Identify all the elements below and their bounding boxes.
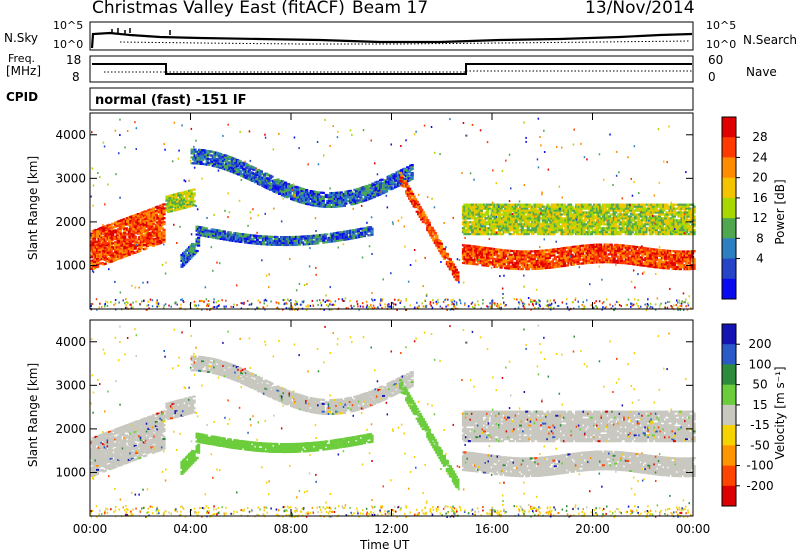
cpid-label: CPID	[6, 90, 39, 104]
freq-tick-bottom: 8	[72, 70, 80, 84]
colorbar-swatch-1-2	[722, 364, 736, 386]
y-tick-label-0-2: 3000	[55, 171, 86, 185]
colorbars: 28 24 20 16 12 8 4 200 100 50 15 -15 -50 -100 -200	[721, 116, 774, 507]
x-tick-label-1: 04:00	[173, 522, 208, 536]
velocity-panel	[89, 319, 696, 518]
velocity-scatter	[90, 324, 696, 518]
y-tick-label-0-3: 4000	[55, 128, 86, 142]
colorbar-swatch-1-1	[722, 344, 736, 365]
colorbar-swatch-1-6	[722, 445, 736, 466]
beam-label: Beam 17	[352, 0, 429, 18]
freq-trace	[92, 63, 692, 75]
power-scatter	[90, 117, 696, 311]
colorbar-tick-1-5: -50	[750, 438, 770, 452]
colorbar-tick-0-2: 20	[752, 171, 767, 185]
colorbar-swatch-1-7	[722, 465, 736, 487]
cpid-panel	[89, 87, 694, 111]
colorbar-tick-0-3: 16	[752, 191, 767, 205]
colorbar-tick-0-6: 4	[756, 252, 764, 266]
colorbar-swatch-0-4	[722, 197, 736, 219]
y-tick-label-0-1: 2000	[55, 215, 86, 229]
axes: 1000 2000 3000 4000 1000 2000 3000 4000 00:00 04:…	[55, 113, 710, 536]
nsky-tick-top: 10^5	[53, 19, 84, 32]
y-tick-label-1-3: 4000	[55, 335, 86, 349]
colorbar-tick-0-0: 28	[752, 130, 767, 144]
colorbar-tick-1-6: -100	[746, 459, 773, 473]
freq-label: Freq.	[8, 52, 36, 65]
colorbar-swatch-1-4	[722, 404, 736, 426]
nsearch-label: N.Search	[743, 33, 798, 47]
nsky-label: N.Sky	[4, 31, 39, 45]
colorbar-swatch-1-8	[722, 485, 736, 507]
nsearch-trace	[119, 40, 691, 45]
y-tick-label-1-0: 1000	[55, 465, 86, 479]
nave-tick-top: 60	[708, 53, 724, 67]
colorbar-swatch-0-3	[722, 177, 736, 199]
cpid-text: normal (fast) -151 IF	[95, 93, 247, 108]
colorbar-swatch-0-0	[722, 117, 736, 138]
power-panel	[89, 112, 696, 311]
colorbar-tick-0-1: 24	[752, 150, 767, 164]
x-tick-label-5: 20:00	[575, 522, 610, 536]
velocity-ylabel: Slant Range [km]	[26, 362, 40, 468]
colorbar-tick-0-4: 12	[752, 211, 767, 225]
colorbar-swatch-0-6	[722, 238, 736, 259]
colorbar-swatch-0-2	[722, 157, 736, 179]
colorbar-swatch-0-7	[722, 258, 736, 280]
y-tick-label-1-1: 2000	[55, 422, 86, 436]
nave-label: Nave	[746, 65, 777, 79]
colorbar-tick-1-7: -200	[746, 479, 773, 493]
nave-tick-bottom: 0	[708, 70, 716, 84]
colorbar-swatch-0-5	[722, 218, 736, 239]
nsky-spikes	[111, 28, 171, 35]
nave-trace	[104, 70, 692, 73]
colorbar-tick-0-5: 8	[756, 231, 764, 245]
nsky-panel	[89, 21, 694, 51]
freq-tick-top: 18	[66, 53, 82, 67]
x-tick-label-4: 16:00	[475, 522, 510, 536]
freq-panel	[89, 55, 694, 83]
x-tick-label-0: 00:00	[73, 522, 108, 536]
colorbar-tick-1-3: 15	[752, 398, 767, 412]
nsky-tick-bottom: 10^0	[53, 38, 84, 51]
colorbar-tick-1-0: 200	[749, 337, 772, 351]
velocity-xlabel: Time UT	[360, 538, 410, 552]
colorbar-swatch-0-1	[722, 137, 736, 158]
nsearch-tick-bottom: 10^0	[706, 38, 737, 51]
date-label: 13/Nov/2014	[585, 0, 695, 18]
colorbar-swatch-1-3	[722, 384, 736, 406]
colorbar-swatch-1-5	[722, 425, 736, 446]
colorbar-tick-1-4: -15	[750, 418, 770, 432]
nsearch-tick-top: 10^5	[706, 19, 737, 32]
y-tick-label-0-0: 1000	[55, 258, 86, 272]
x-tick-label-2: 08:00	[274, 522, 309, 536]
y-tick-label-1-2: 3000	[55, 378, 86, 392]
nsky-trace	[90, 31, 693, 49]
x-tick-label-6: 00:00	[676, 522, 711, 536]
x-tick-label-3: 12:00	[374, 522, 409, 536]
power-colorbar-label: Power [dB]	[773, 179, 787, 245]
power-ylabel: Slant Range [km]	[26, 155, 40, 261]
velocity-colorbar-label: Velocity [m s⁻¹]	[773, 366, 787, 460]
figure-title: Christmas Valley East (fitACF)	[92, 0, 345, 18]
colorbar-swatch-1-0	[722, 324, 736, 345]
freq-unit-label: [MHz]	[6, 64, 42, 78]
colorbar-tick-1-1: 100	[749, 357, 772, 371]
colorbar-swatch-0-8	[722, 278, 736, 300]
colorbar-tick-1-2: 50	[752, 378, 767, 392]
